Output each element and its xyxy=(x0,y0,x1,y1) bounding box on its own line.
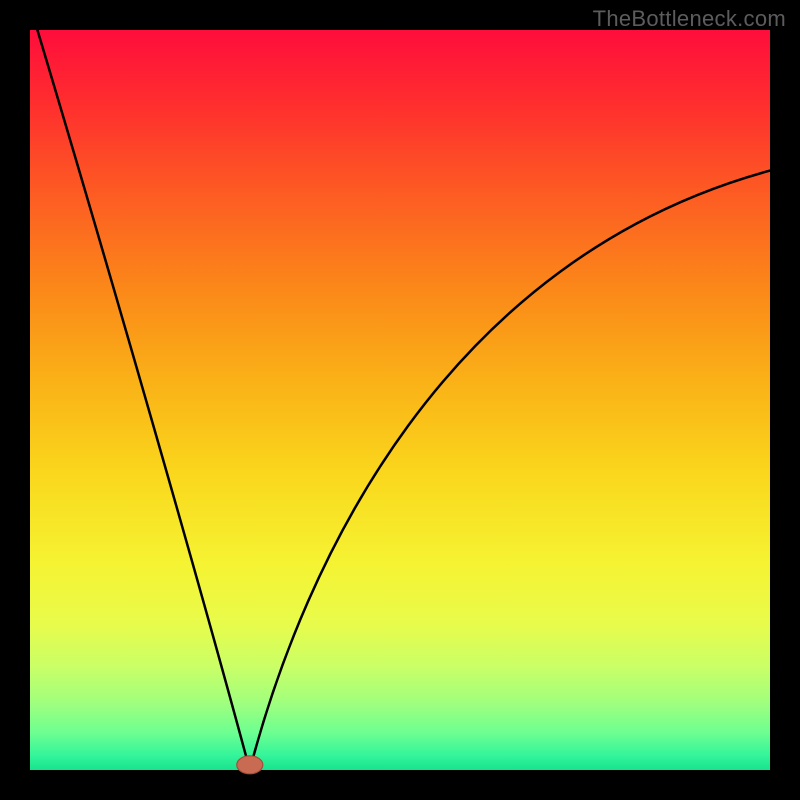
bottleneck-curve xyxy=(37,30,770,770)
minimum-marker xyxy=(237,756,263,774)
watermark-text: TheBottleneck.com xyxy=(593,6,786,32)
chart-container: TheBottleneck.com xyxy=(0,0,800,800)
curve-layer xyxy=(0,0,800,800)
